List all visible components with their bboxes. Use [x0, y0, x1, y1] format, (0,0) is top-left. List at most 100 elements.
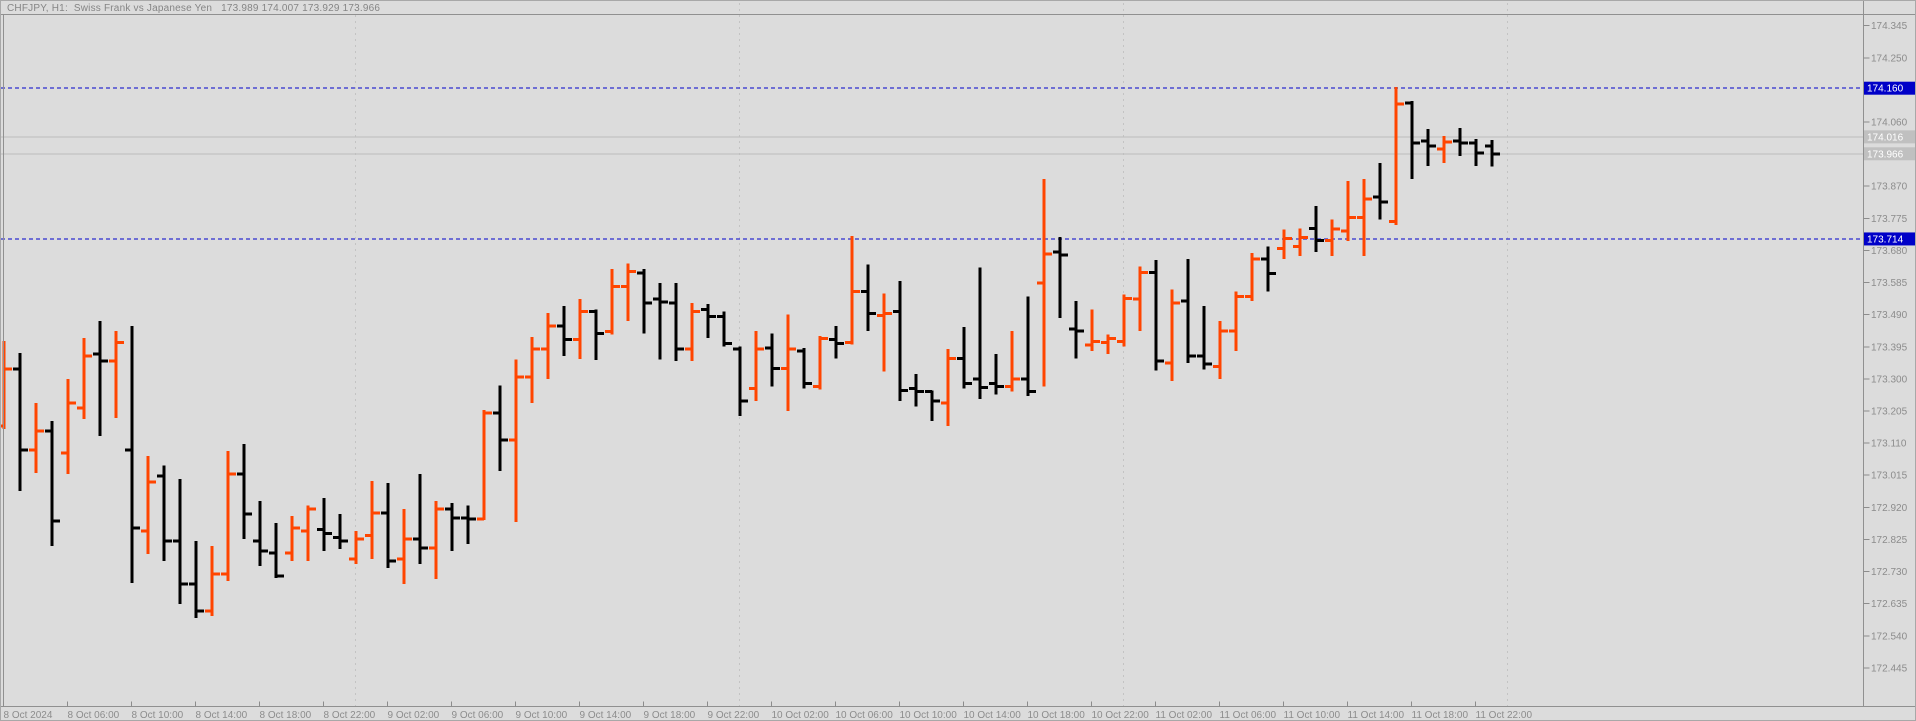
time-tick-label: 10 Oct 14:00: [964, 710, 1022, 721]
ohlc-bar: [637, 269, 652, 334]
ohlc-bar: [1133, 266, 1148, 332]
time-tick-label: 9 Oct 22:00: [708, 710, 760, 721]
ohlc-bar: [269, 522, 284, 578]
ohlc-bar: [77, 337, 92, 420]
ohlc-bar: [877, 293, 892, 372]
ohlc-bar: [93, 321, 108, 437]
price-tick-label: 173.395: [1871, 342, 1908, 353]
ohlc-bar: [1373, 163, 1388, 220]
ohlc-bar: [861, 264, 876, 332]
ohlc-bar: [1021, 296, 1036, 397]
time-tick-label: 8 Oct 18:00: [260, 710, 312, 721]
time-tick-label: 11 Oct 18:00: [1412, 710, 1469, 721]
ohlc-bar: [1341, 181, 1356, 241]
ohlc-bar: [365, 480, 380, 560]
ohlc-bar: [1005, 331, 1020, 392]
ohlc-bar: [125, 326, 140, 584]
ohlc-bar: [621, 263, 636, 322]
level-price-badge: [1864, 232, 1915, 246]
price-tick-label: 173.110: [1871, 439, 1907, 450]
price-tick-label: 173.300: [1871, 374, 1908, 385]
ohlc-bar: [509, 359, 524, 523]
ohlc-bar: [1485, 139, 1500, 167]
price-tick-label: 173.490: [1871, 310, 1908, 321]
ohlc-bar: [45, 421, 60, 547]
ohlc-bar: [973, 267, 988, 400]
price-tick-label: 172.540: [1871, 631, 1908, 642]
time-tick-label: 10 Oct 22:00: [1092, 710, 1150, 721]
ohlc-bar: [413, 474, 428, 565]
ohlc-bar: [749, 331, 764, 402]
ohlc-bar: [1405, 101, 1420, 180]
ohlc-bar: [1085, 309, 1100, 352]
time-tick-label: 10 Oct 06:00: [836, 710, 894, 721]
ohlc-bar: [1213, 321, 1228, 380]
time-tick-label: 9 Oct 06:00: [452, 710, 504, 721]
time-tick-label: 11 Oct 06:00: [1220, 710, 1277, 721]
ohlc-bar: [1197, 305, 1212, 370]
time-tick-label: 11 Oct 02:00: [1156, 710, 1213, 721]
ohlc-bar: [1389, 86, 1404, 226]
ohlc-bar: [605, 269, 620, 335]
ohlc-bar: [1053, 236, 1068, 319]
time-tick-label: 9 Oct 18:00: [644, 710, 696, 721]
ohlc-bar: [1261, 246, 1276, 292]
price-tick-label: 173.585: [1871, 278, 1908, 289]
ohlc-bar: [957, 327, 972, 389]
ohlc-bar: [429, 500, 444, 579]
ask-price-badge: [1864, 130, 1915, 144]
ohlc-bar: [301, 505, 316, 562]
ohlc-bar: [925, 389, 940, 422]
ohlc-bar: [141, 455, 156, 554]
price-tick-label: 173.870: [1871, 182, 1908, 193]
ohlc-bar: [1309, 206, 1324, 253]
level-price-badge-label: 173.714: [1867, 234, 1904, 245]
ohlc-bar: [589, 309, 604, 360]
ohlc-bar: [1, 341, 12, 429]
ohlc-bar: [829, 326, 844, 359]
ohlc-bar: [525, 336, 540, 403]
ohlc-bar: [157, 465, 172, 562]
ohlc-bar: [717, 311, 732, 347]
ohlc-bar: [1165, 289, 1180, 382]
ask-price-badge-label: 174.016: [1867, 132, 1904, 143]
time-tick-label: 8 Oct 10:00: [132, 710, 184, 721]
ohlc-bar: [253, 500, 268, 567]
ohlc-bar: [653, 283, 668, 360]
ohlc-bar: [1469, 139, 1484, 166]
time-tick-label: 8 Oct 22:00: [324, 710, 376, 721]
ohlc-bar: [1421, 129, 1436, 166]
ohlc-bar: [61, 379, 76, 475]
ohlc-bar: [733, 346, 748, 417]
price-tick-label: 174.345: [1871, 21, 1908, 32]
ohlc-bar: [285, 516, 300, 562]
ohlc-bar: [349, 530, 364, 565]
ohlc-bar: [1181, 259, 1196, 363]
ohlc-bar: [29, 402, 44, 474]
time-tick-label: 11 Oct 10:00: [1284, 710, 1341, 721]
ohlc-bar: [797, 348, 812, 389]
ohlc-bar: [173, 478, 188, 604]
time-tick-label: 8 Oct 2024: [4, 710, 53, 721]
ohlc-bar: [1357, 179, 1372, 257]
ohlc-bar: [541, 312, 556, 380]
ohlc-bar: [13, 352, 28, 492]
time-tick-label: 10 Oct 02:00: [772, 710, 830, 721]
ohlc-bar: [381, 482, 396, 569]
price-tick-label: 172.825: [1871, 535, 1908, 546]
time-tick-label: 9 Oct 10:00: [516, 710, 568, 721]
time-tick-label: 9 Oct 02:00: [388, 710, 440, 721]
ohlc-bar: [557, 305, 572, 356]
price-tick-label: 173.205: [1871, 406, 1908, 417]
bid-price-badge: [1864, 147, 1915, 161]
time-tick-label: 11 Oct 22:00: [1476, 710, 1533, 721]
time-tick-label: 10 Oct 10:00: [900, 710, 958, 721]
price-tick-label: 172.635: [1871, 599, 1908, 610]
ohlc-bar: [1293, 228, 1308, 257]
time-tick-label: 11 Oct 14:00: [1348, 710, 1405, 721]
ohlc-bar: [1037, 179, 1052, 387]
ohlc-bar: [109, 331, 124, 419]
bid-price-badge-label: 173.966: [1867, 149, 1904, 160]
price-tick-label: 173.015: [1871, 471, 1908, 482]
